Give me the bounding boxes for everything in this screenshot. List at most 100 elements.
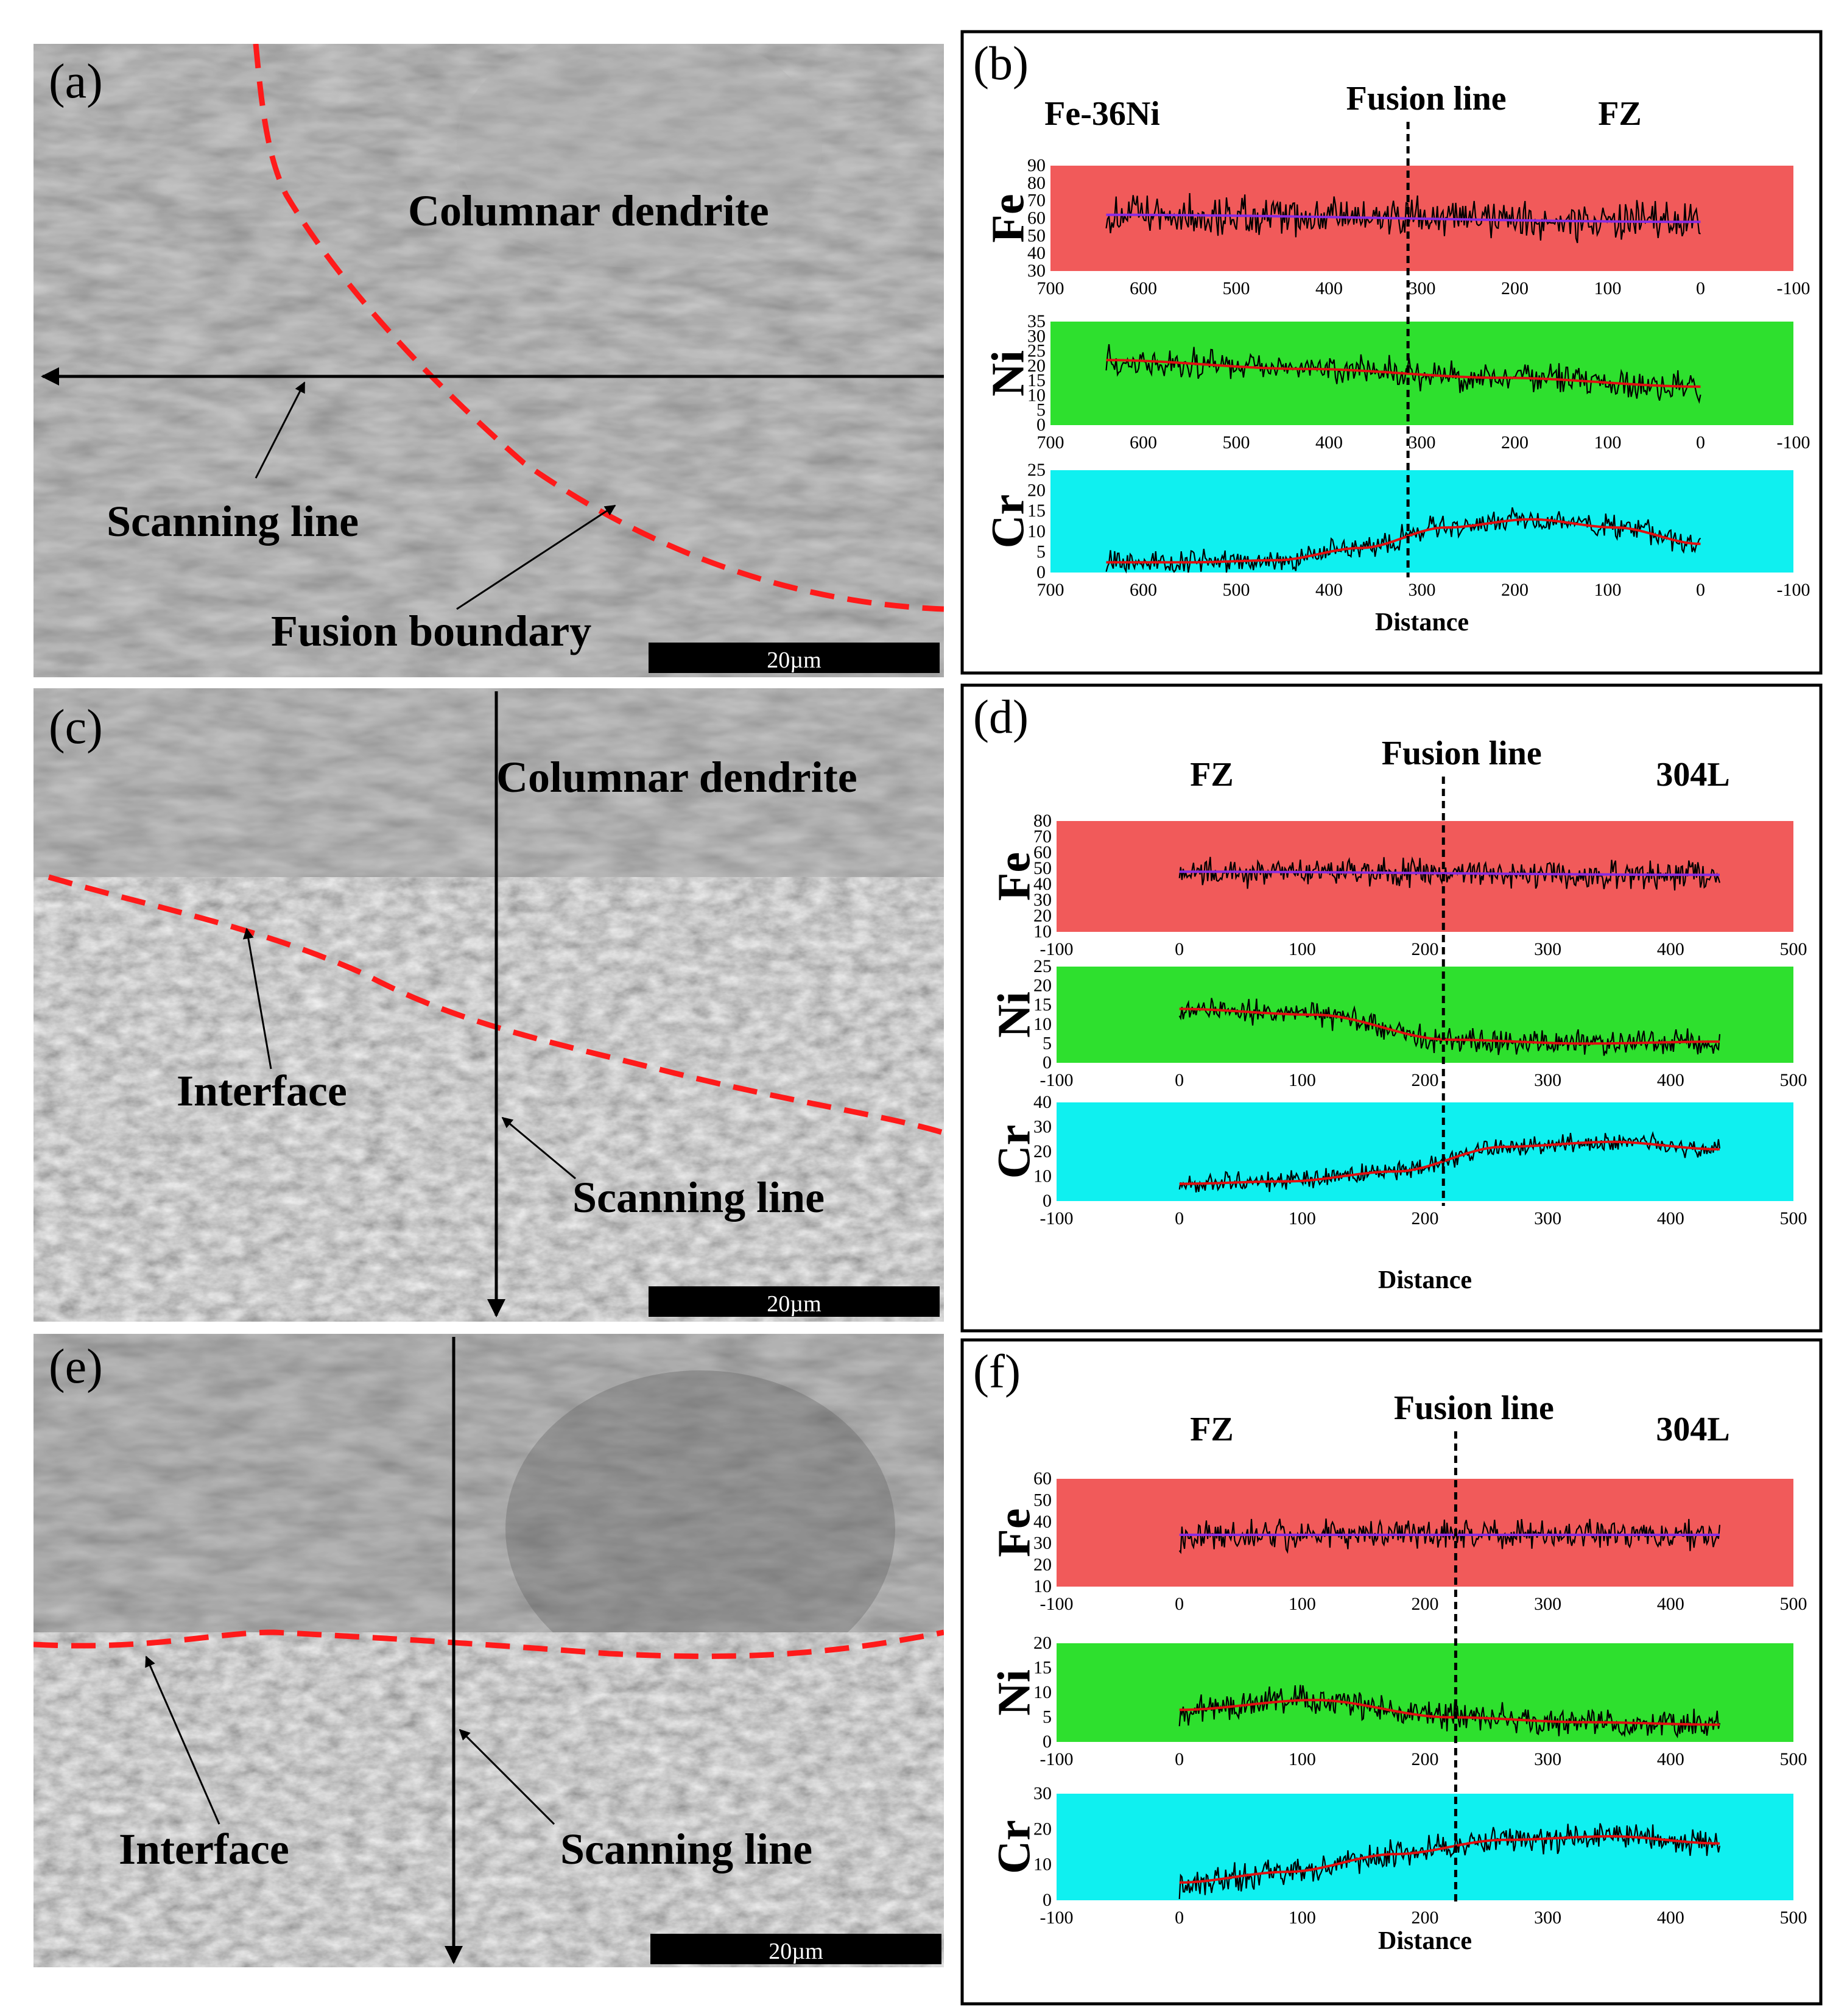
y-tick-label: 40 — [1033, 1512, 1052, 1532]
x-axis-label: Distance — [1375, 608, 1469, 636]
x-axis-label: Distance — [1378, 1266, 1472, 1294]
x-tick-label: 500 — [1780, 1070, 1807, 1090]
sem-panel-a: (a) Columnar dendrite Scanning line Fusi… — [33, 44, 944, 677]
x-tick-label: 200 — [1501, 278, 1529, 298]
y-tick-label: 20 — [1033, 1633, 1052, 1653]
x-tick-label: 500 — [1780, 1594, 1807, 1614]
sem-panel-e: (e) Interface Scanning line 20µm — [33, 1334, 944, 1967]
scale-bar-a — [649, 643, 940, 673]
x-tick-label: 600 — [1130, 432, 1157, 453]
x-tick-label: 100 — [1289, 1070, 1316, 1090]
y-tick-label: 0 — [1043, 1732, 1052, 1752]
x-tick-label: 300 — [1534, 1594, 1561, 1614]
y-tick-label: 10 — [1033, 1576, 1052, 1596]
x-tick-label: 200 — [1412, 939, 1439, 959]
base-metal-region-c — [33, 877, 944, 1322]
fusion-line-label: Fusion line — [1382, 735, 1542, 772]
ni-trend-line — [1179, 1007, 1720, 1045]
x-tick-label: 400 — [1315, 580, 1343, 600]
x-tick-label: 200 — [1412, 1908, 1439, 1928]
fe-trend-line — [1179, 870, 1720, 876]
fusion-line-label: Fusion line — [1394, 1389, 1554, 1427]
x-tick-label: 100 — [1289, 1749, 1316, 1769]
y-tick-label: 30 — [1033, 1117, 1052, 1137]
fe-signal-line — [1105, 193, 1701, 244]
y-tick-label: 5 — [1043, 1033, 1052, 1053]
x-tick-label: -100 — [1040, 1208, 1074, 1228]
x-tick-label: 300 — [1534, 939, 1561, 959]
y-tick-label: 15 — [1027, 501, 1046, 521]
y-tick-label: 70 — [1033, 826, 1052, 847]
x-tick-label: -100 — [1777, 580, 1810, 600]
y-tick-label: 50 — [1033, 1490, 1052, 1510]
base-metal-region-e — [33, 1632, 944, 1967]
y-tick-label: 35 — [1027, 311, 1046, 331]
y-tick-label: 60 — [1027, 208, 1046, 228]
x-tick-label: 400 — [1657, 1208, 1684, 1228]
y-tick-label: 70 — [1027, 191, 1046, 211]
sem-texture-a — [33, 44, 944, 677]
x-tick-label: 400 — [1657, 1594, 1684, 1614]
y-tick-label: 30 — [1033, 1783, 1052, 1803]
fusion-line-label: Fusion line — [1346, 80, 1507, 118]
panel-label-a: (a) — [49, 55, 103, 108]
series-name-label: Cr — [988, 1125, 1040, 1179]
annotation-scanning-line-e: Scanning line — [560, 1825, 812, 1873]
y-tick-label: 60 — [1033, 842, 1052, 862]
x-tick-label: 100 — [1594, 580, 1622, 600]
x-tick-label: 500 — [1223, 432, 1250, 453]
region-label-left: FZ — [1190, 1411, 1234, 1448]
x-tick-label: 600 — [1130, 580, 1157, 600]
region-label-left: FZ — [1190, 756, 1234, 794]
annotation-interface-e: Interface — [119, 1825, 289, 1873]
x-tick-label: 400 — [1315, 432, 1343, 453]
x-tick-label: 100 — [1594, 432, 1622, 453]
ni-signal-line — [1178, 1685, 1721, 1739]
y-tick-label: 0 — [1043, 1191, 1052, 1211]
y-tick-label: 15 — [1033, 1658, 1052, 1678]
series-name-label: Cr — [988, 1820, 1040, 1874]
fe-signal-line — [1178, 1518, 1721, 1554]
x-tick-label: -100 — [1040, 1070, 1074, 1090]
x-tick-label: 600 — [1130, 278, 1157, 298]
scanning-line-pointer-e — [459, 1729, 555, 1825]
series-name-label: Fe — [988, 1508, 1040, 1557]
series-name-label: Ni — [982, 350, 1033, 397]
x-tick-label: 100 — [1594, 278, 1622, 298]
ni-signal-line — [1178, 998, 1721, 1056]
scale-bar-label-a: 20µm — [767, 647, 821, 673]
y-tick-label: 30 — [1033, 1533, 1052, 1553]
x-tick-label: 200 — [1501, 580, 1529, 600]
x-tick-label: 200 — [1412, 1749, 1439, 1769]
region-label-right: FZ — [1598, 95, 1642, 133]
x-tick-label: 100 — [1289, 1594, 1316, 1614]
x-tick-label: 300 — [1409, 432, 1436, 453]
x-tick-label: 700 — [1037, 432, 1064, 453]
y-tick-label: 50 — [1033, 858, 1052, 878]
fe-trend-line — [1106, 213, 1701, 224]
cr-trend-line — [1106, 518, 1701, 564]
y-tick-label: 10 — [1033, 922, 1052, 942]
panel-label-e: (e) — [49, 1340, 103, 1394]
y-tick-label: 0 — [1043, 1052, 1052, 1073]
y-tick-label: 5 — [1036, 400, 1046, 420]
dendrite-region-e — [505, 1370, 895, 1687]
cr-trend-line — [1179, 1835, 1720, 1884]
y-tick-label: 30 — [1033, 890, 1052, 910]
y-tick-label: 10 — [1027, 385, 1046, 405]
annotation-fusion-boundary-a: Fusion boundary — [271, 607, 591, 655]
x-tick-label: 200 — [1412, 1208, 1439, 1228]
y-tick-label: 40 — [1033, 874, 1052, 894]
series-name-label: Ni — [988, 1669, 1040, 1716]
region-label-right: 304L — [1656, 756, 1729, 794]
x-tick-label: 300 — [1534, 1208, 1561, 1228]
x-tick-label: 300 — [1409, 278, 1436, 298]
y-tick-label: 10 — [1033, 1166, 1052, 1186]
